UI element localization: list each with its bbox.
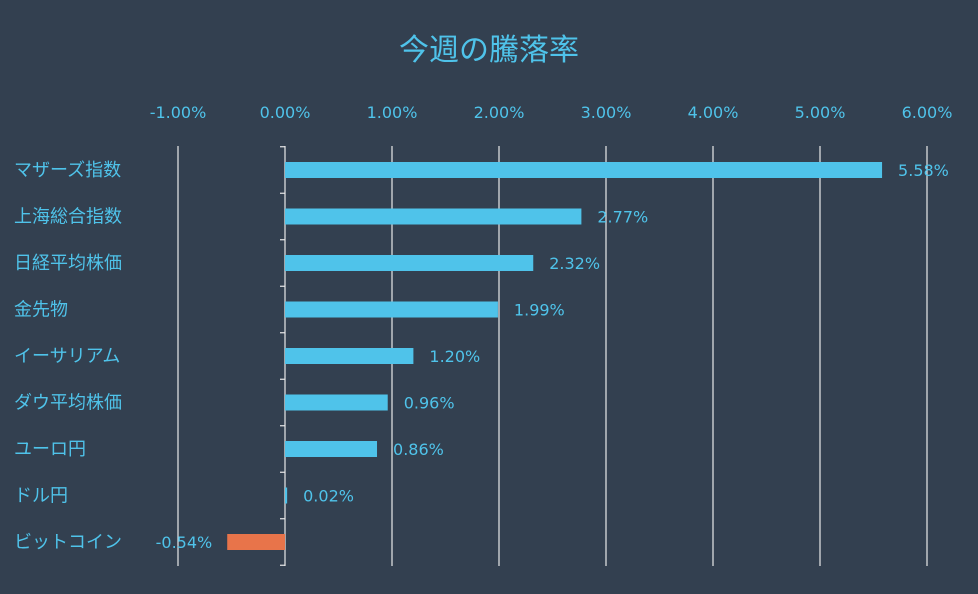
data-label: 0.96% [404, 394, 455, 413]
data-labels: 5.58% 2.77% 2.32% 1.99% 1.20% 0.96% 0.86% 0.02%… [156, 161, 949, 552]
x-tick-label: 6.00% [902, 103, 953, 122]
bar [285, 301, 498, 318]
category-label: ビットコイン [14, 532, 122, 553]
category-label: ユーロ円 [14, 439, 86, 460]
category-labels: マザーズ指数上海総合指数日経平均株価金先物イーサリアムダウ平均株価ユーロ円ドル円… [14, 160, 122, 553]
data-label: 1.20% [429, 347, 480, 366]
category-label: ドル円 [14, 486, 68, 507]
bar [285, 208, 582, 225]
data-label: 1.99% [514, 301, 565, 320]
bar [285, 394, 388, 411]
bar [285, 162, 883, 178]
bar [285, 348, 414, 364]
data-label: -0.54% [156, 533, 213, 552]
x-tick-label: 3.00% [581, 103, 632, 122]
x-tick-label: 0.00% [260, 103, 311, 122]
bar [227, 534, 285, 550]
data-label: 2.32% [549, 254, 600, 273]
category-label: ダウ平均株価 [14, 393, 122, 414]
category-label: 金先物 [14, 300, 68, 321]
bar [285, 441, 378, 457]
data-label: 2.77% [597, 208, 648, 227]
x-tick-label: 5.00% [795, 103, 846, 122]
data-label: 5.58% [898, 161, 949, 180]
value-axis [280, 146, 286, 566]
x-axis-ticks: -1.00% 0.00% 1.00% 2.00% 3.00% 4.00% 5.00% 6.00… [150, 103, 953, 122]
category-label: イーサリアム [14, 346, 120, 367]
chart-title: 今週の騰落率 [399, 33, 579, 68]
bar [285, 487, 288, 504]
bar [285, 255, 534, 271]
category-label: 上海総合指数 [14, 207, 122, 228]
category-label: マザーズ指数 [14, 160, 121, 181]
category-label: 日経平均株価 [14, 253, 122, 274]
x-tick-label: 2.00% [474, 103, 525, 122]
bars [227, 162, 883, 550]
x-tick-label: 4.00% [688, 103, 739, 122]
data-label: 0.02% [303, 487, 354, 506]
x-tick-label: -1.00% [150, 103, 207, 122]
data-label: 0.86% [393, 440, 444, 459]
x-tick-label: 1.00% [367, 103, 418, 122]
